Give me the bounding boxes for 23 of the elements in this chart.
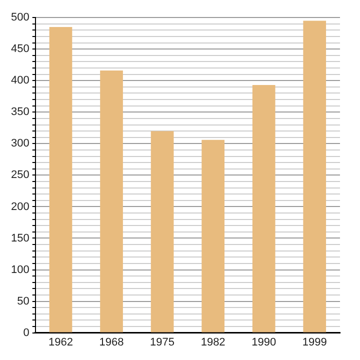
x-tick-label: 1962 <box>48 336 73 348</box>
y-tick-label: 400 <box>10 74 30 87</box>
x-tick-label: 1975 <box>150 336 175 348</box>
y-tick-label: 0 <box>23 326 30 339</box>
bar <box>150 131 174 332</box>
y-tick-label: 50 <box>17 295 30 308</box>
bar <box>49 27 72 332</box>
bar <box>202 140 224 332</box>
bar <box>252 85 276 332</box>
bar <box>100 70 123 332</box>
x-tick-label: 1999 <box>302 336 327 348</box>
x-tick-label: 1968 <box>99 336 124 348</box>
bar <box>303 20 326 332</box>
y-tick-label: 150 <box>10 232 30 244</box>
y-tick-label: 350 <box>10 106 30 118</box>
x-tick-label: 1982 <box>200 336 226 348</box>
y-tick-label: 250 <box>10 169 30 182</box>
x-tick-label: 1990 <box>252 336 276 348</box>
y-tick-label: 500 <box>10 12 30 24</box>
y-tick-label: 450 <box>10 43 30 56</box>
y-tick-label: 300 <box>10 138 30 150</box>
y-tick-label: 200 <box>10 200 30 213</box>
y-tick-label: 100 <box>10 264 30 276</box>
